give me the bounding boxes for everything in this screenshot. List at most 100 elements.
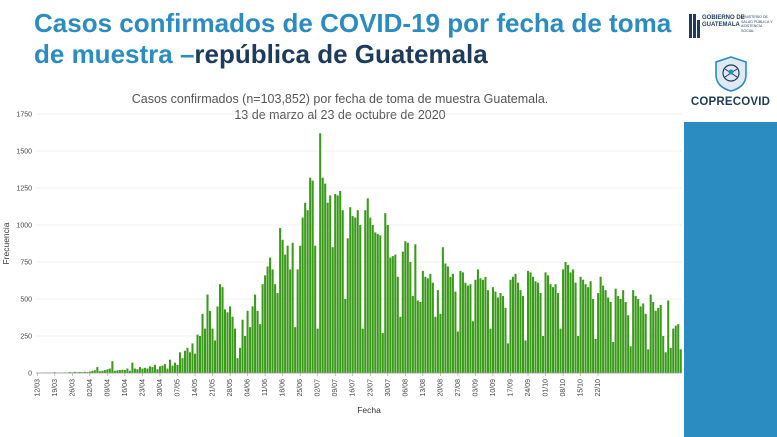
y-tick-label: 250 — [20, 334, 32, 341]
bar — [652, 301, 655, 373]
x-tick-label: 16/04 — [122, 379, 129, 397]
bar — [198, 336, 202, 373]
bar — [409, 262, 412, 373]
bar — [491, 287, 494, 373]
bar — [321, 177, 324, 373]
x-tick-label: 23/04 — [139, 379, 146, 397]
bar — [138, 367, 141, 373]
bar — [391, 256, 394, 373]
bar — [224, 309, 227, 373]
bar — [128, 370, 131, 373]
bar — [229, 306, 232, 373]
bar — [178, 352, 181, 373]
bar — [454, 291, 457, 373]
bar — [632, 290, 635, 373]
x-tick-label: 28/05 — [227, 379, 234, 397]
bar — [309, 177, 312, 373]
bar — [406, 242, 409, 373]
bar — [371, 225, 374, 373]
bar — [599, 276, 602, 373]
bar — [411, 296, 414, 373]
bar — [627, 315, 630, 373]
bar — [244, 336, 247, 373]
bar — [121, 369, 124, 373]
x-axis-label: Fecha — [357, 405, 381, 415]
bar — [446, 266, 449, 373]
bar — [562, 269, 565, 373]
bar — [284, 254, 287, 373]
bar — [186, 347, 189, 373]
bar — [617, 296, 620, 373]
bar — [389, 257, 392, 373]
bar — [662, 336, 665, 373]
bar — [211, 328, 214, 373]
bar — [476, 269, 479, 373]
bar — [519, 290, 522, 373]
bar — [612, 341, 615, 373]
bar — [572, 269, 575, 373]
bar — [399, 316, 402, 373]
x-tick-label: 03/09 — [472, 379, 479, 397]
x-tick-label: 02/04 — [87, 379, 94, 397]
y-tick-label: 1500 — [16, 149, 32, 156]
bar — [81, 372, 84, 373]
bar — [634, 296, 637, 373]
x-tick-label: 14/05 — [192, 379, 199, 397]
bar — [126, 368, 129, 373]
bar — [216, 306, 219, 373]
bar — [577, 336, 580, 373]
bar — [597, 293, 600, 373]
bar — [474, 279, 477, 373]
bar — [421, 270, 424, 373]
bar — [136, 369, 139, 373]
bar — [439, 313, 442, 373]
bar — [299, 245, 302, 373]
bar — [401, 251, 404, 373]
bar — [356, 210, 359, 373]
bar — [677, 324, 680, 373]
x-tick-label: 15/10 — [578, 379, 585, 397]
bar — [511, 276, 515, 373]
chart-title: Casos confirmados (n=103,852) por fecha … — [100, 91, 580, 123]
bar — [176, 364, 179, 373]
x-tick-label: 16/07 — [350, 379, 357, 397]
bar — [514, 273, 517, 373]
bar — [629, 346, 632, 373]
bar — [123, 370, 126, 373]
bar — [111, 361, 114, 373]
bar — [171, 365, 174, 373]
bar — [203, 328, 207, 373]
government-logo-text: GOBIERNO DE GUATEMALA — [702, 15, 745, 28]
slide-title-part2: república de Guatemala — [194, 39, 488, 69]
bar — [602, 285, 605, 373]
bar — [456, 331, 459, 373]
x-tick-label: 10/09 — [490, 379, 497, 397]
bar — [426, 278, 429, 373]
bar — [221, 287, 224, 373]
bar — [131, 362, 134, 373]
bar — [53, 372, 56, 373]
bar — [431, 282, 434, 373]
bar — [331, 247, 334, 373]
bar — [404, 241, 407, 373]
bar — [637, 299, 640, 373]
bar — [113, 370, 116, 373]
x-tick-label: 07/05 — [174, 379, 181, 397]
bar — [354, 217, 357, 373]
bar — [163, 364, 166, 373]
y-tick-label: 500 — [20, 297, 32, 304]
bar — [143, 367, 146, 373]
bar — [271, 269, 274, 373]
bar — [161, 365, 164, 373]
bar — [486, 290, 489, 373]
y-tick-label: 1250 — [16, 186, 32, 193]
bar — [246, 310, 249, 373]
bar — [349, 207, 352, 373]
bar — [239, 347, 242, 373]
bar — [344, 299, 347, 373]
y-tick-label: 0 — [28, 371, 32, 378]
bar — [582, 279, 585, 373]
x-tick-label: 20/08 — [437, 379, 444, 397]
bar — [276, 293, 279, 373]
bar — [669, 347, 672, 373]
